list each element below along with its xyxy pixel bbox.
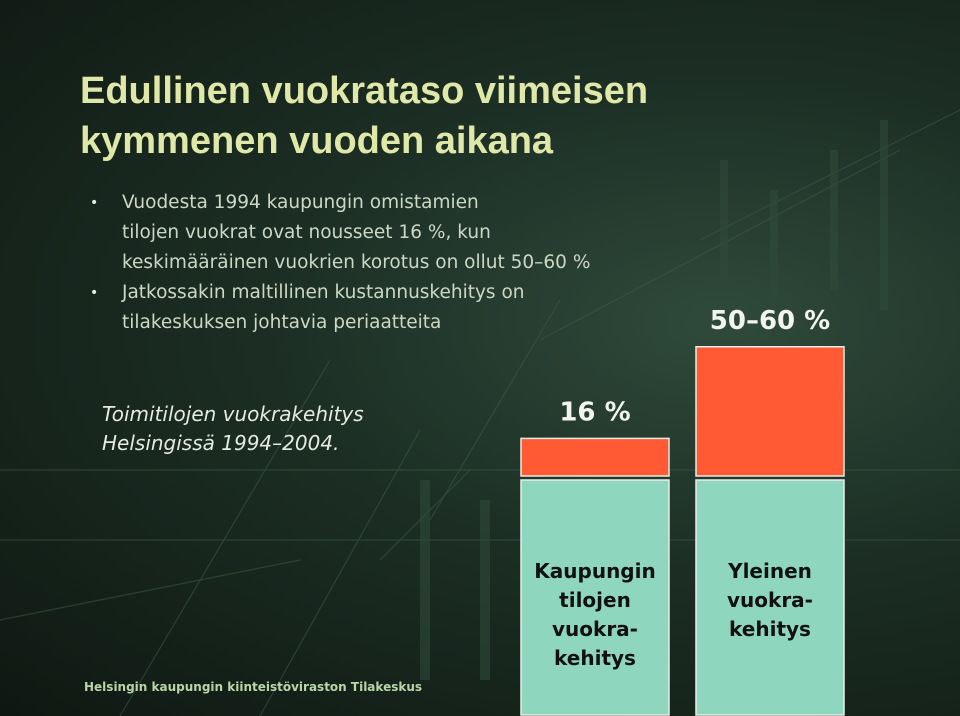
bullet-list: • Vuodesta 1994 kaupungin omistamien til… xyxy=(90,188,690,338)
title-line-2: kymmenen vuoden aikana xyxy=(80,120,554,162)
category-label: tilojen xyxy=(559,588,631,612)
category-label: kehitys xyxy=(729,617,811,641)
category-label: vuokra- xyxy=(727,588,813,612)
bullet-line: Jatkossakin maltillinen kustannuskehitys… xyxy=(122,282,525,303)
bar-increase xyxy=(695,346,845,477)
category-label: kehitys xyxy=(554,646,636,670)
bullet-line: Vuodesta 1994 kaupungin omistamien xyxy=(122,192,479,213)
chart-caption-line-1: Toimitilojen vuokrakehitys xyxy=(102,402,364,426)
bullet-icon: • xyxy=(90,195,99,211)
footer-text: Helsingin kaupungin kiinteistöviraston T… xyxy=(84,680,423,694)
chart-caption-line-2: Helsingissä 1994–2004. xyxy=(102,431,340,455)
data-label: 50–60 % xyxy=(710,306,830,336)
bar-increase xyxy=(520,437,670,477)
data-label: 16 % xyxy=(559,397,630,427)
category-label: Kaupungin xyxy=(534,559,655,583)
bullet-item: • Vuodesta 1994 kaupungin omistamien til… xyxy=(90,188,690,278)
bullet-icon: • xyxy=(90,285,99,301)
bullet-item: • Jatkossakin maltillinen kustannuskehit… xyxy=(90,278,690,338)
category-label: vuokra- xyxy=(552,617,638,641)
bar-base xyxy=(520,479,670,716)
title-line-1: Edullinen vuokrataso viimeisen xyxy=(80,70,649,112)
bullet-line: tilakeskuksen johtavia periaatteita xyxy=(122,312,442,333)
bar-base xyxy=(695,479,845,716)
page-title: Edullinen vuokrataso viimeisen kymmenen … xyxy=(80,66,780,166)
bullet-line: keskimääräinen vuokrien korotus on ollut… xyxy=(122,252,591,273)
category-label: Yleinen xyxy=(727,559,812,583)
chart-caption: Toimitilojen vuokrakehitys Helsingissä 1… xyxy=(102,400,502,458)
bullet-line: tilojen vuokrat ovat nousseet 16 %, kun xyxy=(122,222,491,243)
